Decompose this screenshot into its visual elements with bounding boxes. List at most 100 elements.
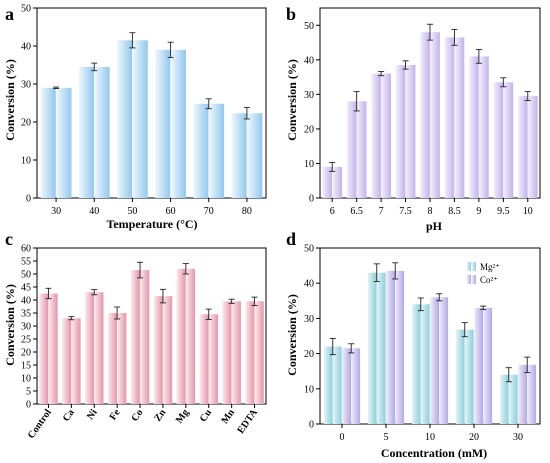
bar	[376, 272, 386, 424]
y-tick-label: 0	[309, 194, 314, 205]
y-tick-label: 10	[21, 374, 31, 385]
x-tick-label: Cu	[198, 407, 215, 424]
legend-label: Mg²⁺	[480, 262, 500, 272]
x-tick-label: 40	[89, 206, 99, 217]
bar	[140, 270, 150, 404]
y-tick-label: 20	[304, 349, 314, 360]
bar	[199, 314, 209, 404]
x-tick-label: Zn	[152, 407, 168, 424]
panel-b-ylabel: Conversion (%)	[285, 59, 299, 141]
x-tick-label: Control	[26, 407, 54, 441]
y-tick-label: 40	[304, 55, 314, 66]
panel-d: d Conversion (%) Concentration (mM) 0 10 2…	[285, 229, 541, 460]
bar	[170, 49, 186, 198]
x-tick-label: 9	[476, 206, 481, 217]
bar	[405, 65, 416, 198]
plot-frame	[36, 247, 267, 405]
y-tick-label: 15	[21, 361, 31, 372]
y-tick-label: 5	[26, 387, 31, 398]
bar	[231, 113, 247, 198]
x-tick-label: 70	[204, 206, 214, 217]
y-tick-label: 30	[304, 314, 314, 325]
legend-swatch	[467, 275, 471, 284]
bar	[527, 364, 537, 424]
bar	[94, 292, 104, 404]
bar	[209, 103, 225, 198]
y-tick-label: 40	[304, 279, 314, 290]
bar	[395, 65, 406, 198]
y-tick-label: 55	[21, 257, 31, 268]
y-tick-label: 50	[304, 244, 314, 255]
legend-swatch	[472, 262, 476, 271]
bar	[351, 348, 361, 424]
y-tick-label: 30	[304, 90, 314, 101]
bar	[40, 87, 56, 198]
x-tick-label: 8.5	[448, 206, 461, 217]
y-tick-label: 50	[21, 4, 31, 15]
bar	[117, 313, 127, 404]
panel-d-ylabel: Conversion (%)	[285, 294, 299, 376]
bar	[493, 82, 504, 198]
bar	[94, 66, 110, 199]
y-tick-label: 20	[21, 118, 31, 129]
x-tick-label: Mn	[219, 407, 237, 426]
x-tick-label: 6.5	[350, 206, 363, 217]
bar	[245, 301, 255, 404]
bar	[346, 101, 357, 198]
legend-swatch	[472, 275, 476, 284]
x-tick-label: 20	[469, 432, 479, 443]
legend-swatch	[467, 262, 471, 271]
x-tick-label: 0	[340, 432, 345, 443]
bar	[130, 270, 140, 404]
bar	[176, 268, 186, 404]
bar	[420, 32, 430, 198]
y-tick-label: 40	[21, 42, 31, 53]
y-tick-label: 50	[21, 270, 31, 281]
panel-letter-c: c	[5, 229, 13, 249]
y-tick-label: 60	[21, 244, 31, 255]
bar	[444, 37, 455, 199]
panel-letter-a: a	[5, 4, 14, 24]
bar	[342, 348, 352, 424]
bar	[62, 318, 72, 404]
bar	[231, 301, 241, 404]
x-tick-label: EDTA	[235, 407, 260, 436]
x-tick-label: 7	[379, 206, 384, 217]
bar	[323, 346, 333, 424]
bar	[454, 37, 465, 199]
y-tick-label: 10	[21, 156, 31, 167]
x-tick-label: 30	[51, 206, 61, 217]
panel-c-ylabel: Conversion (%)	[3, 284, 17, 366]
panel-c: c Conversion (%) 0 5 10 15 20 25 30 35 40 45 50 55 6…	[3, 229, 267, 441]
y-tick-label: 20	[21, 348, 31, 359]
bar	[254, 301, 264, 404]
bar	[56, 87, 72, 198]
plot-frame	[36, 7, 267, 199]
bar	[430, 297, 440, 424]
x-tick-label: 6	[330, 206, 335, 217]
bar	[155, 49, 171, 198]
bar	[107, 313, 117, 404]
y-tick-label: 0	[26, 400, 31, 411]
panel-b-xlabel: pH	[426, 219, 443, 233]
x-tick-label: 30	[513, 432, 523, 443]
bar	[503, 82, 514, 198]
bar	[499, 374, 509, 424]
bar	[474, 307, 484, 424]
bar	[153, 296, 163, 404]
y-tick-label: 45	[21, 283, 31, 294]
bar	[420, 304, 430, 424]
y-tick-label: 30	[21, 80, 31, 91]
legend-label: Co²⁺	[480, 275, 498, 285]
bar	[132, 40, 148, 198]
x-tick-label: 10	[523, 206, 533, 217]
bar	[367, 272, 377, 424]
bar	[518, 364, 528, 424]
y-tick-label: 20	[304, 124, 314, 135]
x-tick-label: Mg	[174, 407, 191, 425]
bar	[322, 166, 333, 198]
bar	[117, 40, 133, 198]
bar	[208, 314, 218, 404]
bar	[163, 296, 173, 404]
